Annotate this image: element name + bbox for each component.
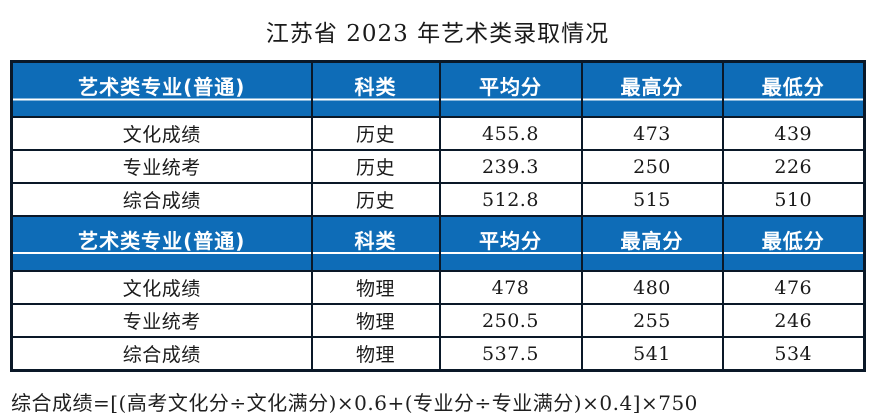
table-cell: 历史 (310, 149, 441, 184)
admission-score-table: 艺术类专业(普通) 科类 平均分 最高分 最低分 文化成绩 历史 455.8 4… (10, 60, 866, 372)
table-row: 专业统考 物理 250.5 255 246 (10, 303, 866, 338)
table-cell: 515 (580, 182, 724, 217)
table-cell: 物理 (310, 270, 441, 305)
header-cell-lowest: 最低分 (721, 215, 866, 272)
table-row: 综合成绩 历史 512.8 515 510 (10, 182, 866, 217)
table-cell: 239.3 (438, 149, 583, 184)
footnote-formula: 综合成绩=[(高考文化分÷文化满分)×0.6+(专业分÷专业满分)×0.4]×7… (11, 391, 698, 413)
table-cell: 物理 (310, 336, 441, 372)
table-cell: 历史 (310, 116, 441, 151)
table-cell: 专业统考 (10, 149, 313, 184)
table-cell: 534 (721, 336, 866, 372)
header-cell-subject: 科类 (310, 60, 441, 118)
table-cell: 512.8 (438, 182, 583, 217)
header-cell-major: 艺术类专业(普通) (10, 215, 313, 272)
header-cell-major: 艺术类专业(普通) (10, 60, 313, 118)
header-cell-lowest: 最低分 (721, 60, 866, 118)
table-row: 文化成绩 物理 478 480 476 (10, 270, 866, 305)
table-cell: 文化成绩 (10, 116, 313, 151)
table-cell: 541 (580, 336, 724, 372)
table-cell: 250.5 (438, 303, 583, 338)
table-cell: 478 (438, 270, 583, 305)
table-cell: 455.8 (438, 116, 583, 151)
header-cell-subject: 科类 (310, 215, 441, 272)
page-title: 江苏省 2023 年艺术类录取情况 (265, 21, 610, 47)
table-row: 文化成绩 历史 455.8 473 439 (10, 116, 866, 151)
table-cell: 综合成绩 (10, 182, 313, 217)
table-cell: 510 (721, 182, 866, 217)
table-cell: 250 (580, 149, 724, 184)
table-row: 专业统考 历史 239.3 250 226 (10, 149, 866, 184)
table-cell: 476 (721, 270, 866, 305)
header-cell-average: 平均分 (438, 60, 583, 118)
table-cell: 480 (580, 270, 724, 305)
header-cell-average: 平均分 (438, 215, 583, 272)
header-cell-highest: 最高分 (580, 215, 724, 272)
table-cell: 537.5 (438, 336, 583, 372)
header-cell-highest: 最高分 (580, 60, 724, 118)
table-cell: 专业统考 (10, 303, 313, 338)
header-row-history: 艺术类专业(普通) 科类 平均分 最高分 最低分 (10, 60, 866, 118)
table-cell: 473 (580, 116, 724, 151)
table-cell: 物理 (310, 303, 441, 338)
header-row-physics: 艺术类专业(普通) 科类 平均分 最高分 最低分 (10, 215, 866, 272)
table-cell: 255 (580, 303, 724, 338)
table-cell: 439 (721, 116, 866, 151)
table-cell: 历史 (310, 182, 441, 217)
table-cell: 文化成绩 (10, 270, 313, 305)
table-cell: 226 (721, 149, 866, 184)
table-row: 综合成绩 物理 537.5 541 534 (10, 336, 866, 372)
table-cell: 综合成绩 (10, 336, 313, 372)
table-cell: 246 (721, 303, 866, 338)
